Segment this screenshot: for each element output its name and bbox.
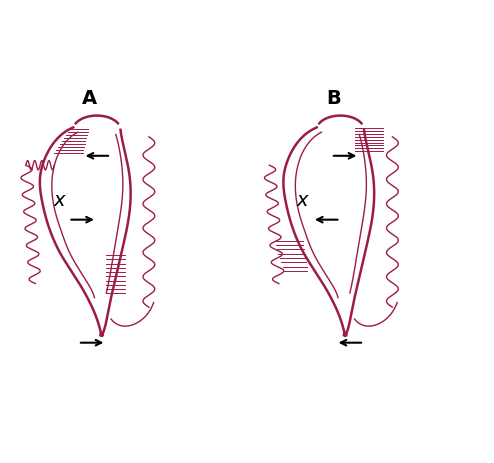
Text: B: B [326,89,341,108]
Text: A: A [82,89,97,108]
Text: x: x [297,191,308,210]
Text: x: x [53,191,65,210]
